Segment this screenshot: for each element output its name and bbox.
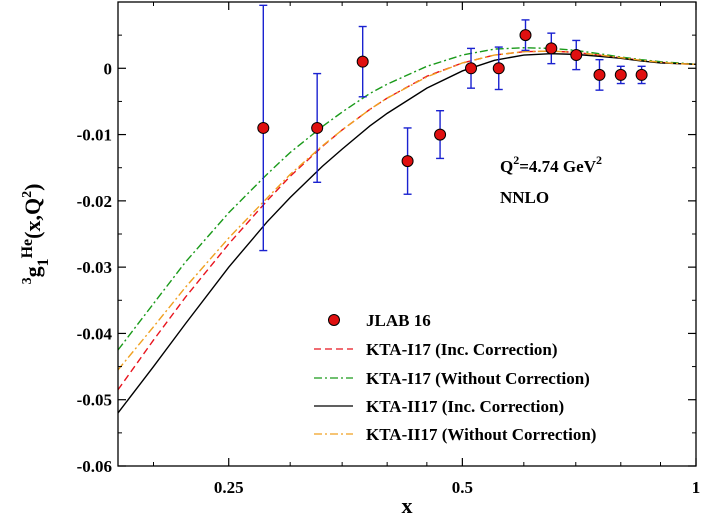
data-point [356,55,369,68]
y-axis-base: g [20,266,45,277]
q2-base: Q [500,157,513,176]
y-axis-args: (x,Q [20,198,45,239]
axis-ticks: 0 -0.01 -0.02 -0.03 -0.04 -0.05 -0.06 0.25 0.5 1 [77,2,701,497]
data-point [519,29,532,42]
y-tick-label: -0.05 [77,391,112,410]
legend-marker-jlab16 [328,314,340,326]
x-tick-label: 0.25 [214,478,244,497]
data-point [257,121,270,134]
x-tick-label: 0.5 [452,478,473,497]
legend-label-kta-i17-without: KTA-I17 (Without Correction) [366,369,590,388]
y-tick-label: -0.02 [77,192,112,211]
data-point [434,128,447,141]
y-tick-label: -0.06 [77,457,112,476]
y-axis-sup: He [19,239,36,259]
y-axis-prefix-sup: 3 [20,277,35,284]
q2-value: =4.74 GeV [519,157,596,176]
legend-label-kta-i17-inc: KTA-I17 (Inc. Correction) [366,340,558,359]
q2-unit-sup: 2 [596,153,602,167]
x-tick-label: 1 [692,478,701,497]
data-points [257,4,648,252]
data-point [401,155,414,168]
legend: JLAB 16 KTA-I17 (Inc. Correction) KTA-I1… [314,311,596,444]
y-axis-sub: 1 [35,258,52,266]
data-point [593,68,606,81]
y-axis-args-end: ) [20,184,45,191]
series-line-0 [117,50,697,391]
legend-label-kta-ii17-inc: KTA-II17 (Inc. Correction) [366,397,564,416]
y-tick-label: -0.04 [77,324,113,343]
data-point [311,121,324,134]
y-axis-args-sup: 2 [20,191,35,198]
data-point [545,42,558,55]
data-point [465,62,478,75]
y-tick-label: -0.03 [77,258,112,277]
order-annotation: NNLO [500,188,549,207]
curves [117,47,697,414]
q2-annotation: Q2=4.74 GeV2 [500,153,602,176]
legend-label-kta-ii17-without: KTA-II17 (Without Correction) [366,425,596,444]
y-axis-title: 3g1He(x,Q2) [19,184,52,285]
q2-sup: 2 [513,153,519,167]
series-line-3 [117,50,697,371]
data-point [492,62,505,75]
data-point [614,68,627,81]
series-line-1 [117,47,697,351]
data-point [570,49,583,62]
y-tick-label: 0 [104,59,113,78]
series-line-2 [117,52,697,414]
data-point [635,68,648,81]
x-axis-title: x [402,493,413,517]
legend-label-jlab16: JLAB 16 [366,311,431,330]
y-tick-label: -0.01 [77,126,112,145]
